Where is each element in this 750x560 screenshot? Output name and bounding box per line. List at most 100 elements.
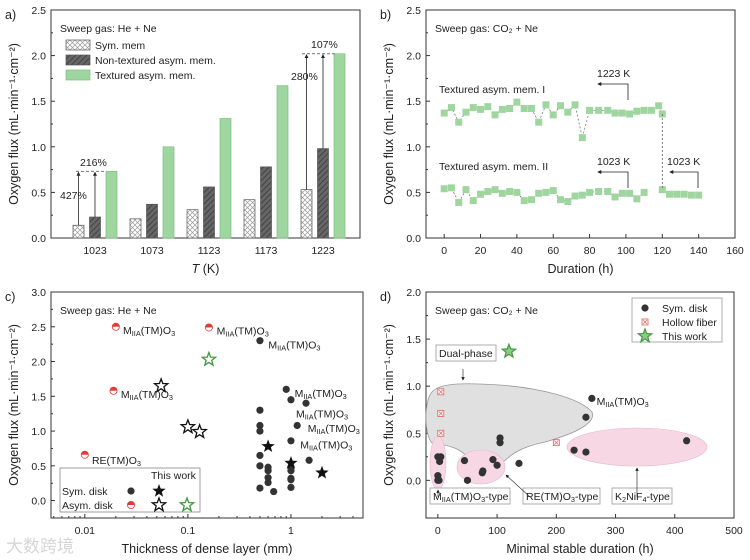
annotation-216: 216% <box>80 157 107 169</box>
panel-a-y-tick-label: 0.5 <box>31 187 46 199</box>
data-point <box>595 106 603 114</box>
panel-c-y-tick-label: 1.5 <box>31 391 46 403</box>
data-point <box>513 98 521 106</box>
data-point <box>549 187 557 195</box>
panel-b-x-tick-label: 140 <box>690 245 708 257</box>
data-point <box>477 105 485 113</box>
data-point-hollow-star <box>179 418 197 435</box>
data-point-crossed-square-cross <box>438 389 444 395</box>
panel-c-y-tick-label: 3.0 <box>31 287 46 299</box>
data-point-circle <box>493 461 501 469</box>
legend-label: Non-textured asym. mem. <box>95 55 216 67</box>
data-point-crossed-square-cross <box>554 440 559 445</box>
panel-a-y-axis-title: Oxygen flux (mL·min⁻¹·cm⁻²) <box>7 43 21 205</box>
panel-d-x-axis-title: Minimal stable duration (h) <box>506 542 653 556</box>
data-point-circle <box>489 456 497 464</box>
dual-phase-region <box>425 383 593 470</box>
annotation-280: 280% <box>291 71 318 83</box>
data-point <box>611 109 619 117</box>
data-point-circle <box>256 406 264 414</box>
panel-a-panel-label: a) <box>5 8 16 22</box>
panel-a-x-tick-label: 1223 <box>311 245 335 257</box>
panel-b-y-tick-label: 1.5 <box>406 96 421 108</box>
data-point <box>595 187 603 195</box>
panel-c-y-tick-label: 2.0 <box>31 357 46 369</box>
panel-a-x-tick-label: 1073 <box>140 245 164 257</box>
temperature-arrow <box>597 170 629 188</box>
data-point-circle <box>293 421 301 430</box>
bar-non-textured-asym-mem-1123 <box>203 186 215 239</box>
panel-d-x-tick-label: 0 <box>435 525 441 537</box>
series-label-II: Textured asym. mem. II <box>439 161 548 173</box>
data-point-circle <box>287 483 295 492</box>
data-point-circle <box>270 487 278 496</box>
data-point-circle <box>436 457 444 466</box>
data-point <box>626 189 634 197</box>
panel-a-x-axis-title: T (K) <box>192 262 220 276</box>
data-point <box>447 184 455 192</box>
data-point-circle <box>287 476 295 484</box>
temperature-arrow <box>669 170 699 188</box>
panel-c-x-tick-label: 0.01 <box>75 525 96 537</box>
data-point-half-circle-top-half <box>205 323 213 328</box>
data-point-circle <box>570 446 578 454</box>
watermark: 大数跨境 <box>6 537 74 556</box>
data-point <box>586 188 594 196</box>
data-point <box>498 189 506 197</box>
point-label: MIIA(TM)O3 <box>268 339 320 352</box>
region-label-box <box>435 344 497 362</box>
legend-label: Sym. disk <box>62 486 108 498</box>
region-label-box <box>429 487 511 505</box>
data-point <box>578 134 586 142</box>
data-point <box>571 101 579 109</box>
data-point <box>549 111 557 119</box>
point-label: MIIA(TM)O3 <box>308 423 360 436</box>
panel-b-y-tick-label: 1.0 <box>406 142 421 154</box>
data-point <box>557 102 565 110</box>
data-point <box>618 189 626 197</box>
panel-b-y-tick-label: 0.0 <box>406 233 421 245</box>
panel-a-x-tick-label: 1123 <box>198 245 221 257</box>
panel-b-panel-label: b) <box>380 8 391 22</box>
panel-c-panel-label: c) <box>5 290 15 304</box>
data-point <box>520 197 528 205</box>
data-point-crossed-square-cross <box>438 431 444 436</box>
panel-b-y-tick-label: 2.5 <box>406 5 421 17</box>
panel-b-y-tick-label: 2.0 <box>406 51 421 63</box>
data-point-circle <box>302 399 310 407</box>
annotation-107: 107% <box>311 39 338 51</box>
data-point-circle <box>264 467 272 475</box>
data-point <box>611 193 619 201</box>
panel-d-x-tick-label: 400 <box>666 525 684 537</box>
panel-a-y-tick-label: 0.0 <box>31 233 46 245</box>
data-point-circle <box>256 421 264 430</box>
panel-a-sweep-gas-note: Sweep gas: He + Ne <box>60 23 157 35</box>
data-point <box>484 187 492 195</box>
data-point-star <box>261 439 275 452</box>
bar-textured-asym-mem-1223 <box>333 53 346 239</box>
bar-sym-mem1123 <box>186 209 199 239</box>
panel-b-x-tick-label: 160 <box>726 245 744 257</box>
data-point-circle <box>287 396 295 404</box>
data-point-circle <box>588 394 596 403</box>
bar-sym-mem1073 <box>129 218 142 239</box>
data-point <box>527 104 535 112</box>
data-point-circle <box>496 439 504 447</box>
panel-d-y-tick-label: 0.0 <box>406 475 421 487</box>
data-point-circle <box>256 337 264 345</box>
data-point <box>571 192 579 200</box>
series-line <box>444 187 645 204</box>
panel-d-plot-frame <box>425 291 735 519</box>
data-point <box>520 104 528 112</box>
data-point <box>680 190 688 198</box>
legend-header: This work <box>151 470 197 482</box>
bar-textured-asym-mem-1073 <box>162 146 175 239</box>
region-label-box <box>611 487 673 505</box>
data-point <box>440 185 448 193</box>
bar-textured-asym-mem-1023 <box>105 171 118 239</box>
data-point <box>687 191 695 199</box>
data-point-circle <box>515 459 523 467</box>
data-point-circle <box>479 467 487 475</box>
point-label: MIIA(TM)O3 <box>296 408 348 421</box>
data-point <box>542 101 550 109</box>
